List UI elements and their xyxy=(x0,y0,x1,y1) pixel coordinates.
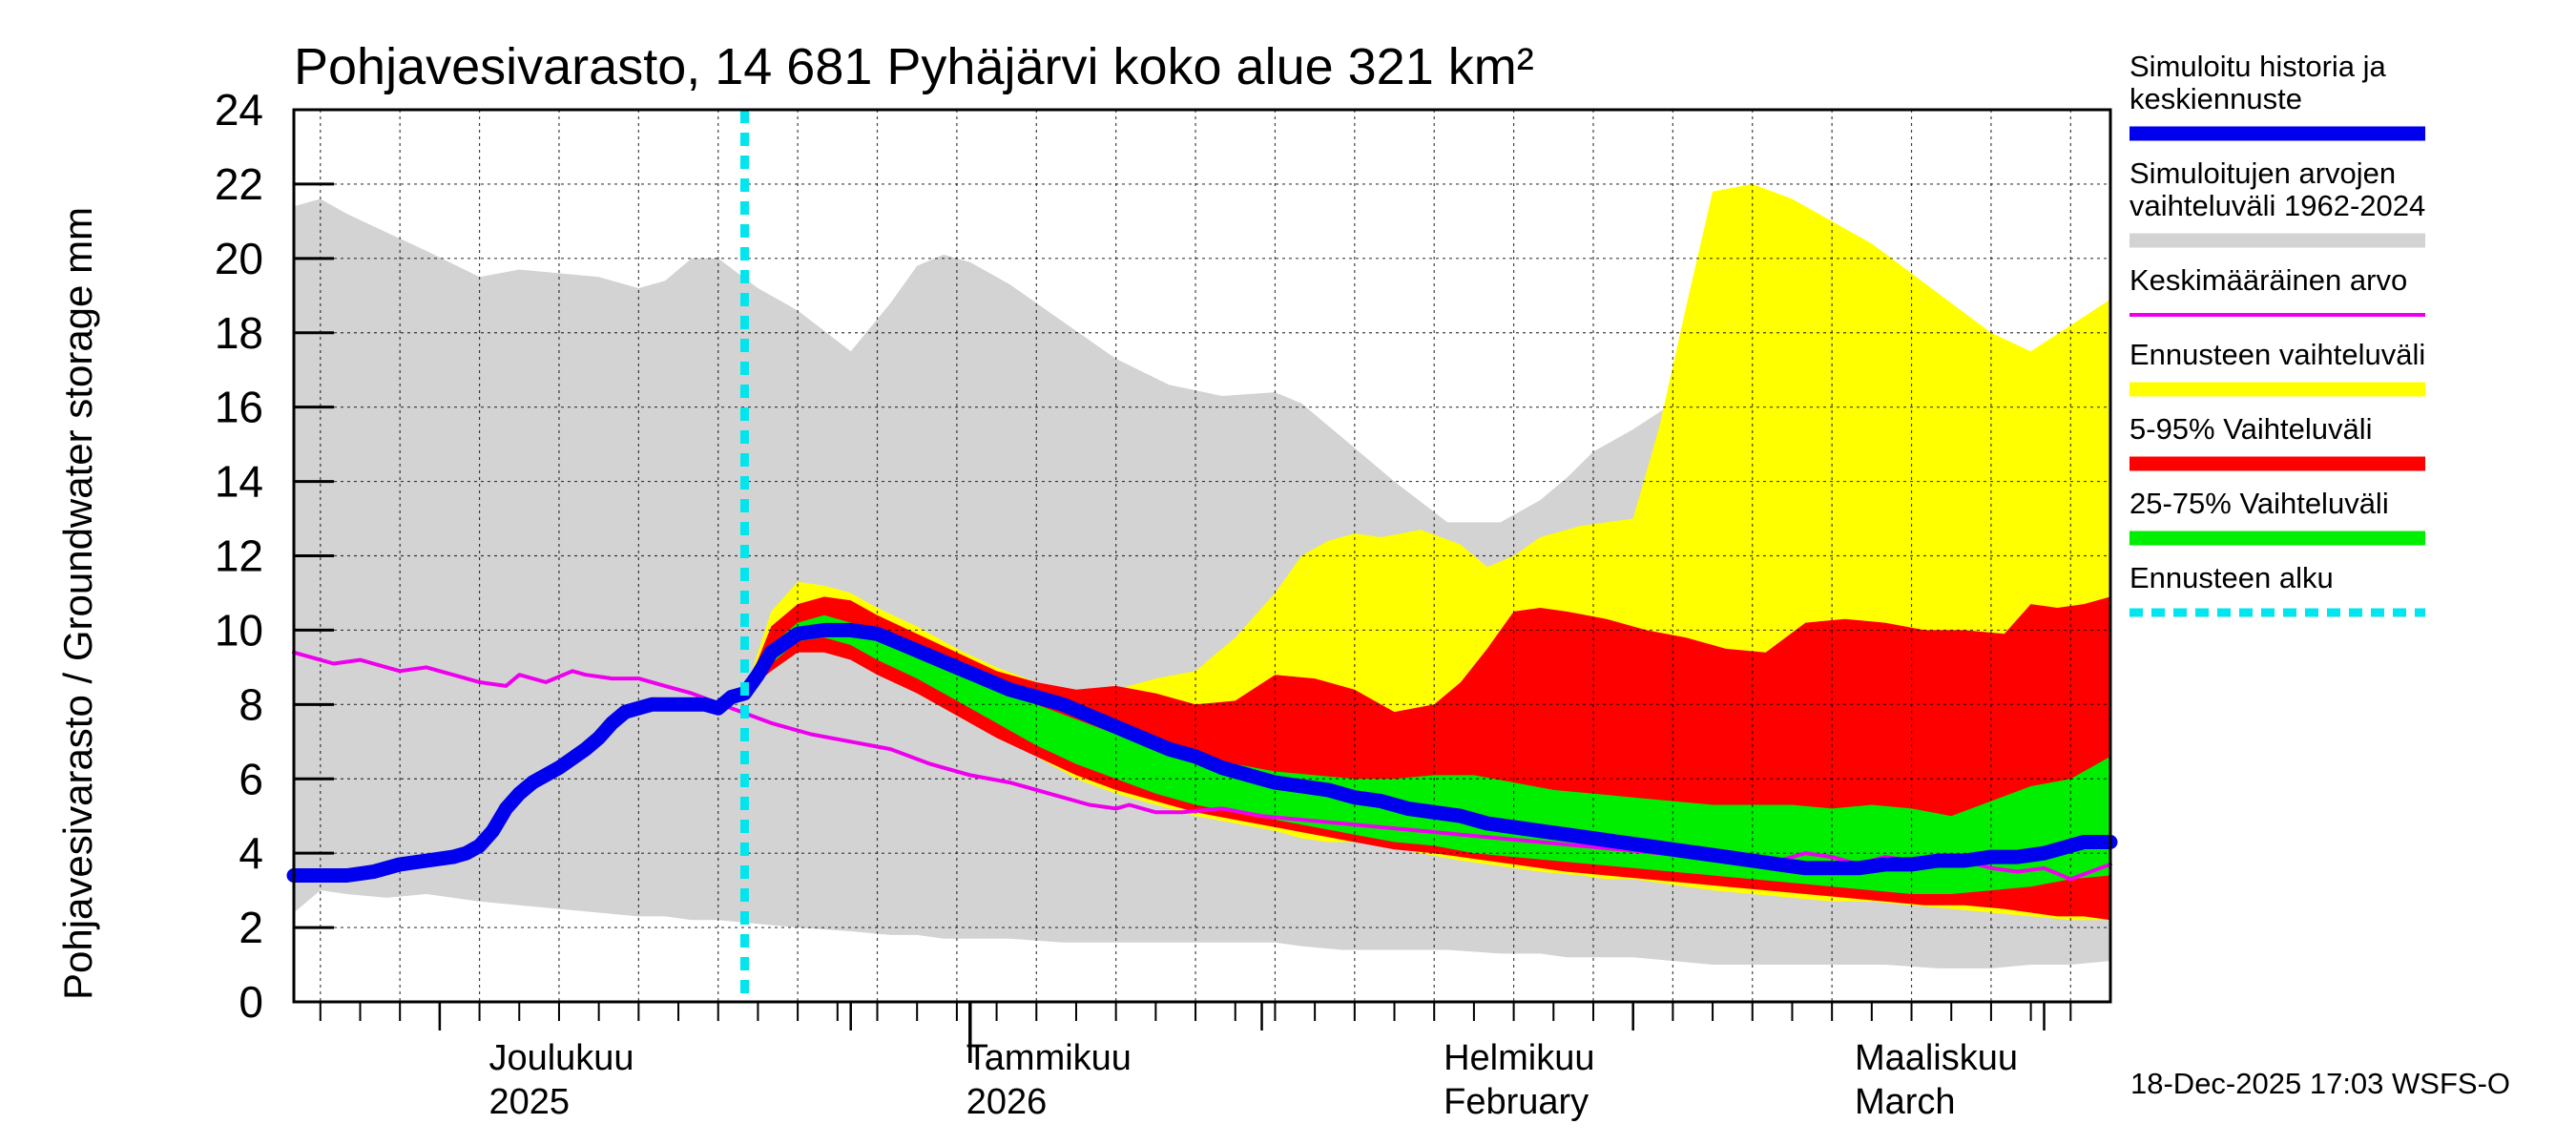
y-tick-label: 4 xyxy=(239,828,263,878)
y-tick-label: 16 xyxy=(215,383,263,432)
y-tick-label: 14 xyxy=(215,457,263,507)
y-tick-label: 24 xyxy=(215,85,263,135)
y-tick-label: 12 xyxy=(215,531,263,581)
legend-label: Simuloitu historia ja xyxy=(2129,50,2387,83)
axes-layer: 024681012141618202224Joulukuu2025Tammiku… xyxy=(215,85,2112,1122)
x-month-sublabel: 2026 xyxy=(966,1082,1048,1122)
y-axis-label: Pohjavesivarasto / Groundwater storage m… xyxy=(55,207,100,1000)
y-tick-label: 2 xyxy=(239,903,263,952)
legend-label: Simuloitujen arvojen xyxy=(2129,156,2396,190)
legend-label: 5-95% Vaihteluväli xyxy=(2129,412,2372,446)
line-keskim-r-inen-arvo xyxy=(292,650,2112,882)
legend-label: 25-75% Vaihteluväli xyxy=(2129,487,2389,520)
legend-label: Ennusteen alku xyxy=(2129,561,2334,594)
x-month-label: Tammikuu xyxy=(966,1038,1132,1078)
x-month-label: Helmikuu xyxy=(1444,1038,1594,1078)
x-month-label: Maaliskuu xyxy=(1855,1038,2018,1078)
band-25-75-vaihteluv-li xyxy=(744,614,2110,894)
line-simuloitu-historia-ja-keskiennuste xyxy=(286,622,2118,883)
legend-label: Ennusteen vaihteluväli xyxy=(2129,338,2425,371)
y-tick-label: 8 xyxy=(239,679,263,729)
timestamp-footer: 18-Dec-2025 17:03 WSFS-O xyxy=(2130,1067,2510,1100)
legend-label: Keskimääräinen arvo xyxy=(2129,263,2407,297)
y-tick-label: 10 xyxy=(215,605,263,655)
x-month-label: Joulukuu xyxy=(488,1038,634,1078)
y-tick-label: 6 xyxy=(239,754,263,803)
y-tick-label: 0 xyxy=(239,977,263,1027)
x-month-sublabel: 2025 xyxy=(488,1082,570,1122)
y-tick-label: 20 xyxy=(215,234,263,283)
legend-label: keskiennuste xyxy=(2129,82,2302,115)
y-tick-label: 22 xyxy=(215,159,263,209)
chart-title: Pohjavesivarasto, 14 681 Pyhäjärvi koko … xyxy=(294,38,1534,95)
legend-label: vaihteluväli 1962-2024 xyxy=(2129,189,2425,222)
x-month-sublabel: March xyxy=(1855,1082,1956,1122)
x-month-sublabel: February xyxy=(1444,1082,1589,1122)
y-tick-label: 18 xyxy=(215,308,263,358)
lines-layer xyxy=(286,110,2118,1002)
